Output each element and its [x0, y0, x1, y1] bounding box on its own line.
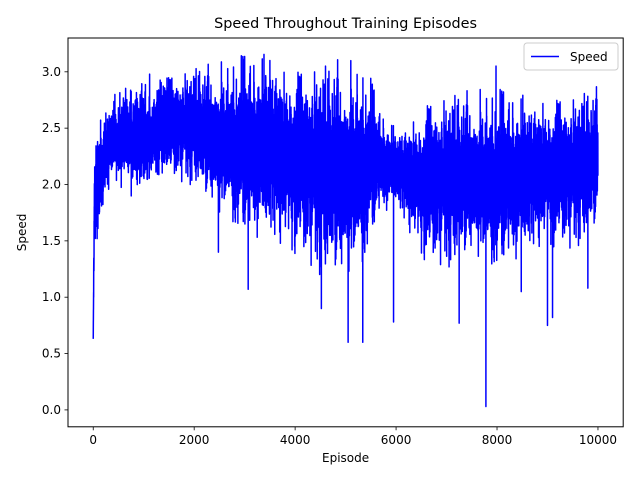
- y-tick-label: 0.5: [42, 347, 61, 361]
- legend: Speed: [523, 42, 619, 71]
- y-tick-label: 2.0: [42, 178, 61, 192]
- legend-box: [523, 42, 619, 71]
- y-tick-label: 0.0: [42, 403, 61, 417]
- x-tick-label: 2000: [179, 433, 210, 447]
- x-tick-label: 10000: [579, 433, 617, 447]
- series-line-speed: [92, 53, 599, 408]
- x-tick-label: 8000: [482, 433, 513, 447]
- x-tick-label: 0: [89, 433, 97, 447]
- y-tick-label: 1.0: [42, 290, 61, 304]
- x-axis: 0 2000 4000 6000 8000 10000: [89, 426, 617, 447]
- y-axis-label: Speed: [15, 214, 29, 252]
- legend-label-speed: Speed: [570, 50, 608, 64]
- y-tick-label: 1.5: [42, 234, 61, 248]
- x-axis-label: Episode: [322, 451, 369, 465]
- x-tick-label: 6000: [381, 433, 412, 447]
- y-axis: 0.0 0.5 1.0 1.5 2.0 2.5 3.0: [42, 65, 68, 417]
- y-tick-label: 3.0: [42, 65, 61, 79]
- x-tick-label: 4000: [280, 433, 311, 447]
- plot-area: [92, 53, 599, 408]
- axes-frame: [67, 37, 624, 428]
- chart-title: Speed Throughout Training Episodes: [214, 16, 477, 32]
- y-tick-label: 2.5: [42, 121, 61, 135]
